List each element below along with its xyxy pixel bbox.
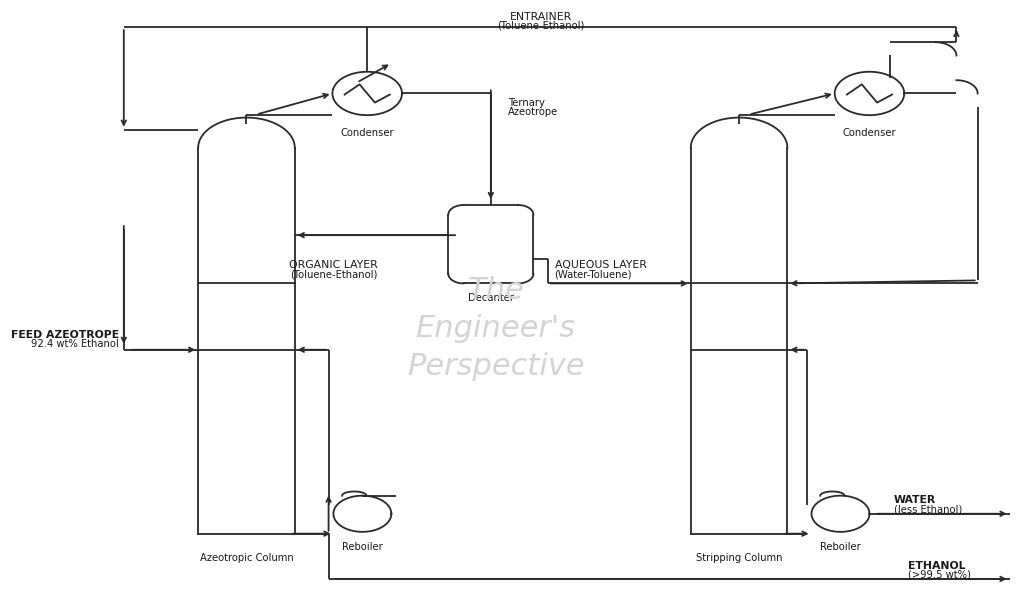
Text: Azeotropic Column: Azeotropic Column	[200, 553, 293, 563]
Text: Reboiler: Reboiler	[820, 542, 861, 552]
Text: ETHANOL: ETHANOL	[908, 561, 966, 570]
Text: (Water-Toluene): (Water-Toluene)	[555, 270, 632, 279]
Text: Condenser: Condenser	[340, 128, 394, 138]
Text: Reboiler: Reboiler	[342, 542, 383, 552]
Text: Stripping Column: Stripping Column	[696, 553, 782, 563]
Text: ENTRAINER: ENTRAINER	[510, 12, 572, 22]
Text: (less Ethanol): (less Ethanol)	[894, 505, 962, 514]
Text: (Toluene-Ethanol): (Toluene-Ethanol)	[290, 270, 377, 279]
Text: Condenser: Condenser	[843, 128, 896, 138]
Text: FEED AZEOTROPE: FEED AZEOTROPE	[11, 330, 119, 339]
Text: (Toluene-Ethanol): (Toluene-Ethanol)	[498, 21, 585, 30]
Text: ORGANIC LAYER: ORGANIC LAYER	[289, 260, 378, 270]
Text: 92.4 wt% Ethanol: 92.4 wt% Ethanol	[31, 339, 119, 349]
Text: The
Engineer's
Perspective: The Engineer's Perspective	[407, 276, 585, 381]
Text: AQUEOUS LAYER: AQUEOUS LAYER	[555, 260, 646, 270]
Text: (>99.5 wt%): (>99.5 wt%)	[908, 570, 971, 579]
Text: Ternary: Ternary	[508, 98, 545, 107]
Text: Decanter: Decanter	[468, 294, 514, 303]
Text: Azeotrope: Azeotrope	[508, 107, 558, 116]
Text: WATER: WATER	[894, 496, 936, 505]
